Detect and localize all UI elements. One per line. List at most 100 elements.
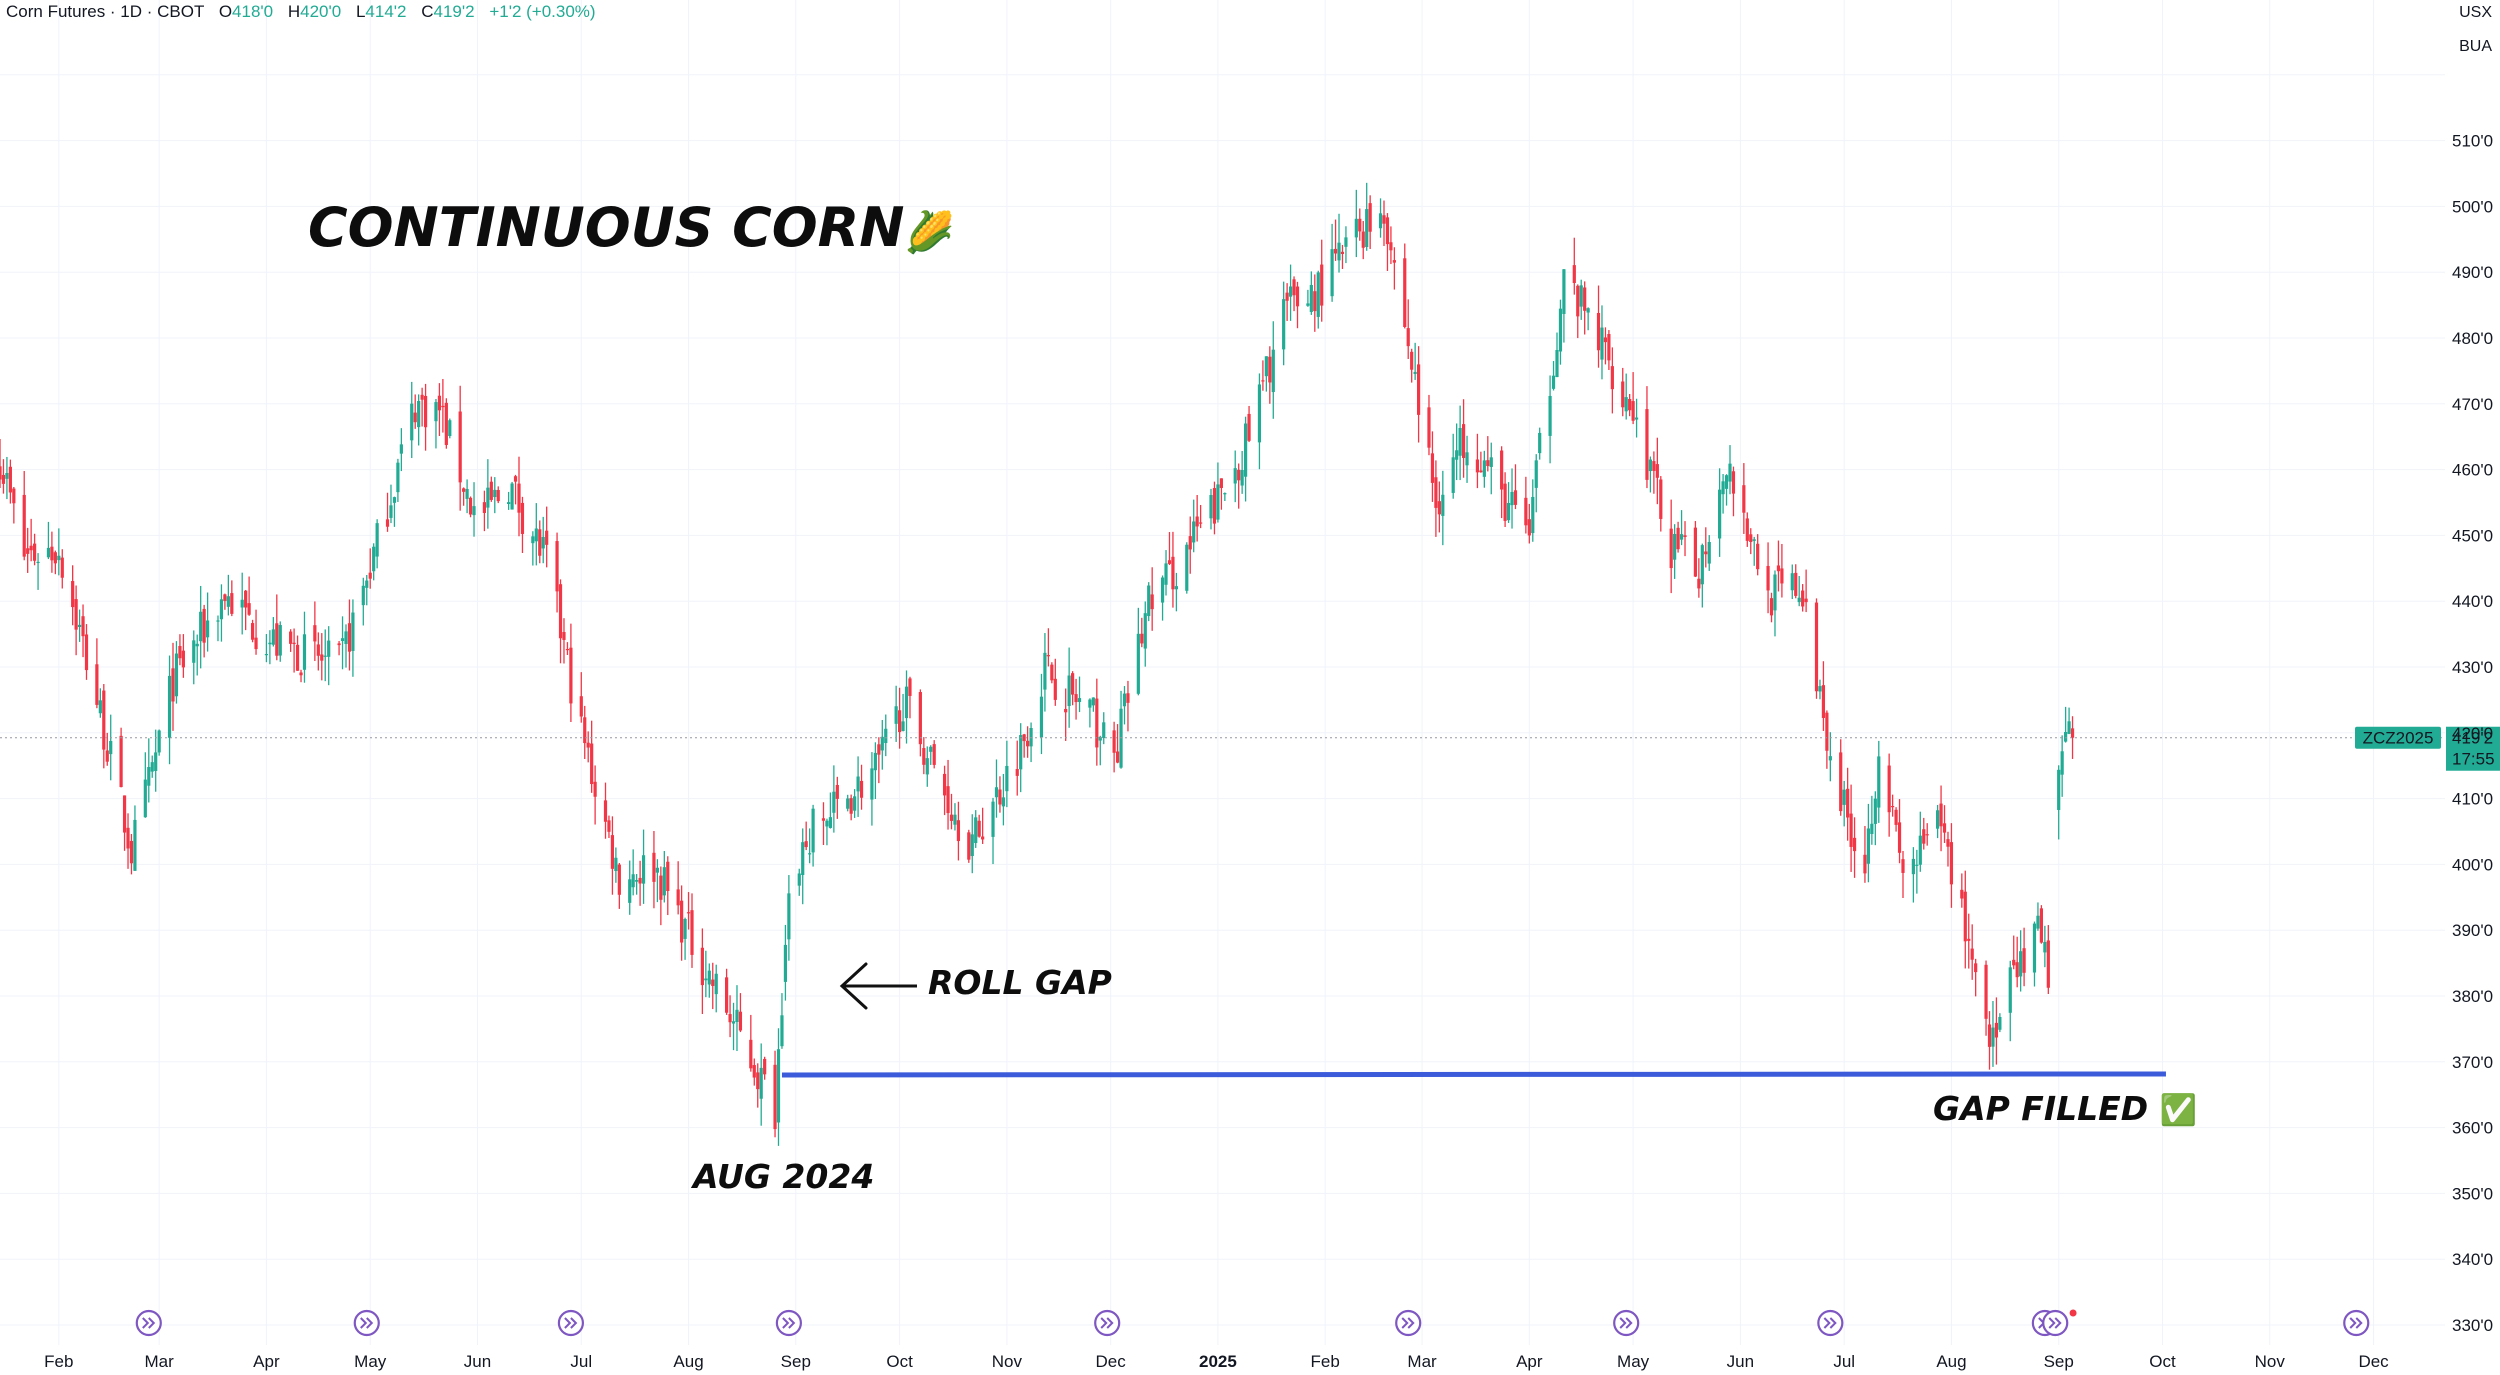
price-tag-value: 419'2 <box>2452 729 2493 748</box>
candle-body <box>385 519 390 527</box>
candle-body <box>375 523 379 557</box>
currency-sub-unit[interactable]: BUA <box>2459 38 2492 55</box>
time-tick-label: May <box>354 1352 387 1371</box>
candle-body <box>991 801 995 837</box>
candle-body <box>5 473 9 479</box>
candle-body <box>1724 475 1729 489</box>
candle-body <box>1752 539 1756 541</box>
candle-body <box>458 411 462 483</box>
candle-body <box>174 653 179 697</box>
candle-body <box>1794 572 1798 596</box>
candle-body <box>1102 722 1106 739</box>
open-label: O <box>218 2 233 21</box>
candle-body <box>1365 209 1369 247</box>
candle-body <box>1503 483 1507 521</box>
notification-dot <box>2069 1309 2077 1317</box>
time-tick-label: Dec <box>2358 1352 2389 1371</box>
price-tick-label: 370'0 <box>2452 1053 2493 1072</box>
time-tick-label: Oct <box>2149 1352 2176 1371</box>
candle-body <box>801 842 805 876</box>
candle-body <box>1572 265 1576 284</box>
candle-body <box>1510 491 1514 506</box>
candle-body <box>372 546 376 572</box>
candle-body <box>2032 923 2037 973</box>
candle-body <box>361 585 365 606</box>
chart-overlay: ZCZ2025 419'2 17:55 <box>0 726 2500 1078</box>
candle-body <box>1967 938 1971 941</box>
candle-body <box>1164 563 1168 585</box>
candle-body <box>2012 959 2016 966</box>
candle-body <box>1949 842 1954 885</box>
candle-body <box>413 412 417 423</box>
price-tick-label: 470'0 <box>2452 395 2493 414</box>
candle-body <box>81 616 85 637</box>
candle-body <box>970 834 974 857</box>
candle-body <box>423 395 428 428</box>
candle-body <box>1074 694 1078 703</box>
candle-body <box>711 979 715 986</box>
candle-body <box>1212 488 1217 524</box>
candle-body <box>759 1067 763 1099</box>
time-tick-label: Sep <box>2044 1352 2074 1371</box>
candle-body <box>1970 948 1974 960</box>
candle-body <box>1987 1024 1992 1047</box>
candle-body <box>36 561 40 564</box>
candle-body <box>1839 752 1843 812</box>
candle-body <box>1551 375 1556 389</box>
candle-body <box>1693 527 1697 577</box>
candle-body <box>1115 751 1120 763</box>
candle-body <box>1974 963 1978 973</box>
event-icon <box>1094 1309 1121 1337</box>
candle-body <box>192 640 196 663</box>
candle-body <box>275 623 279 656</box>
candle-body <box>57 555 61 561</box>
candle-body <box>507 502 511 505</box>
candle-body <box>1891 805 1895 808</box>
candle-body <box>1320 264 1324 306</box>
candle-body <box>610 835 615 869</box>
candle-body <box>1195 516 1199 527</box>
candle-body <box>1434 477 1438 508</box>
time-tick-label: May <box>1617 1352 1650 1371</box>
candle-body <box>1963 891 1967 942</box>
currency-unit[interactable]: USX <box>2459 4 2492 21</box>
candle-body <box>898 710 902 733</box>
candle-body <box>942 773 947 796</box>
event-icon <box>775 1309 802 1337</box>
candle-body <box>908 678 912 696</box>
candle-body <box>1676 527 1680 550</box>
candle-body <box>1005 765 1009 792</box>
candle-body <box>347 623 352 652</box>
candle-body <box>344 631 348 644</box>
candle-body <box>2064 732 2068 742</box>
candle-body <box>880 736 884 751</box>
candle-body <box>593 781 597 797</box>
candle-body <box>444 402 448 445</box>
candle-body <box>230 593 234 614</box>
candle-body <box>603 800 608 822</box>
price-tag-countdown: 17:55 <box>2452 750 2495 769</box>
candle-body <box>545 530 549 545</box>
candle-body <box>1804 598 1808 603</box>
candle-body <box>8 466 12 493</box>
candle-body <box>2070 728 2075 738</box>
candle-body <box>437 395 442 411</box>
candle-body <box>1600 327 1604 360</box>
price-axis[interactable]: 330'0 340'0 350'0 360'0 370'0 380'0 390'0 400'0… <box>2452 132 2493 1335</box>
candle-body <box>994 787 999 798</box>
candle-body <box>1586 308 1590 313</box>
candle-body <box>95 664 99 705</box>
candle-body <box>1610 366 1614 390</box>
time-tick-label: Feb <box>1311 1352 1340 1371</box>
candle-body <box>1939 803 1943 827</box>
candle-body <box>1192 521 1196 543</box>
candle-body <box>292 642 296 644</box>
candle-body <box>590 743 594 785</box>
time-tick-label: Jun <box>1727 1352 1754 1371</box>
candle-body <box>846 798 850 809</box>
candle-body <box>659 875 663 900</box>
candle-body <box>12 488 16 504</box>
time-axis[interactable]: Feb Mar Apr May Jun Jul Aug Sep Oct Nov Dec 2025 Feb… <box>44 1352 2389 1371</box>
candle-body <box>1742 485 1746 513</box>
